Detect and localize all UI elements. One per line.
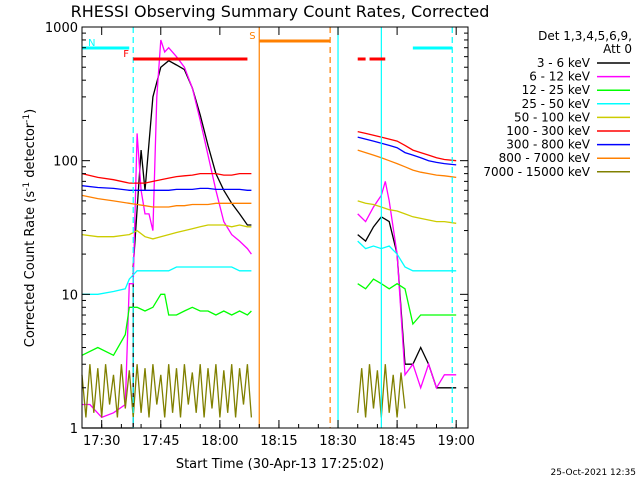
legend-label-300-800-kev: 300 - 800 keV [506, 138, 590, 152]
state-bar-label-s: S [249, 31, 255, 42]
legend-label-25-50-kev: 25 - 50 keV [522, 97, 591, 111]
x-tick-label: 18:30 [319, 434, 356, 449]
series-7000-15000-kev [81, 364, 406, 418]
y-tick-label: 1000 [45, 21, 78, 36]
x-tick-label: 18:00 [201, 434, 238, 449]
series-50-100-kev [81, 200, 457, 240]
x-tick-label: 18:15 [260, 434, 297, 449]
series-layer [81, 39, 457, 429]
vertical-marker-layer [132, 27, 453, 428]
y-tick-label: 10 [61, 288, 78, 303]
legend-header-line-1: Det 1,3,4,5,6,9, [538, 29, 632, 43]
legend-label-3-6-kev: 3 - 6 keV [537, 56, 591, 70]
chart-title: RHESSI Observing Summary Count Rates, Co… [71, 2, 490, 21]
legend-label-7000-15000-kev: 7000 - 15000 keV [483, 165, 590, 179]
x-tick-label: 17:30 [83, 434, 120, 449]
axis-layer: 17:30 17:45 18:00 18:15 18:30 18:45 19:00 1 10 10… [45, 21, 475, 449]
y-tick-label: 100 [53, 155, 78, 170]
state-bar-layer: N F S [82, 31, 453, 61]
series-800-7000-kev [81, 149, 457, 208]
plot-frame [81, 26, 469, 429]
series-100-300-kev [81, 130, 457, 184]
series-300-800-kev [81, 136, 457, 191]
x-tick-label: 18:45 [378, 434, 415, 449]
series-12-25-kev [81, 278, 457, 357]
legend-label-100-300-kev: 100 - 300 keV [506, 124, 590, 138]
series-25-50-kev [82, 240, 457, 295]
legend-header-line-2: Att 0 [603, 42, 632, 56]
legend-label-50-100-kev: 50 - 100 keV [514, 110, 591, 124]
y-axis-label: Corrected Count Rate (s-1 detector-1) [22, 109, 38, 347]
x-tick-label: 17:45 [142, 434, 179, 449]
legend-label-12-25-kev: 12 - 25 keV [522, 83, 591, 97]
series-6-12-kev [82, 39, 457, 419]
legend-label-800-7000-kev: 800 - 7000 keV [499, 151, 591, 165]
state-bar-label-n: N [88, 38, 95, 49]
generation-timestamp: 25-Oct-2021 12:35 [551, 468, 636, 478]
x-axis-label: Start Time (30-Apr-13 17:25:02) [176, 457, 384, 472]
state-bar-label-f: F [123, 49, 129, 60]
x-tick-label: 19:00 [437, 434, 474, 449]
y-tick-label: 1 [70, 422, 78, 437]
legend-label-6-12-kev: 6 - 12 keV [529, 70, 591, 84]
